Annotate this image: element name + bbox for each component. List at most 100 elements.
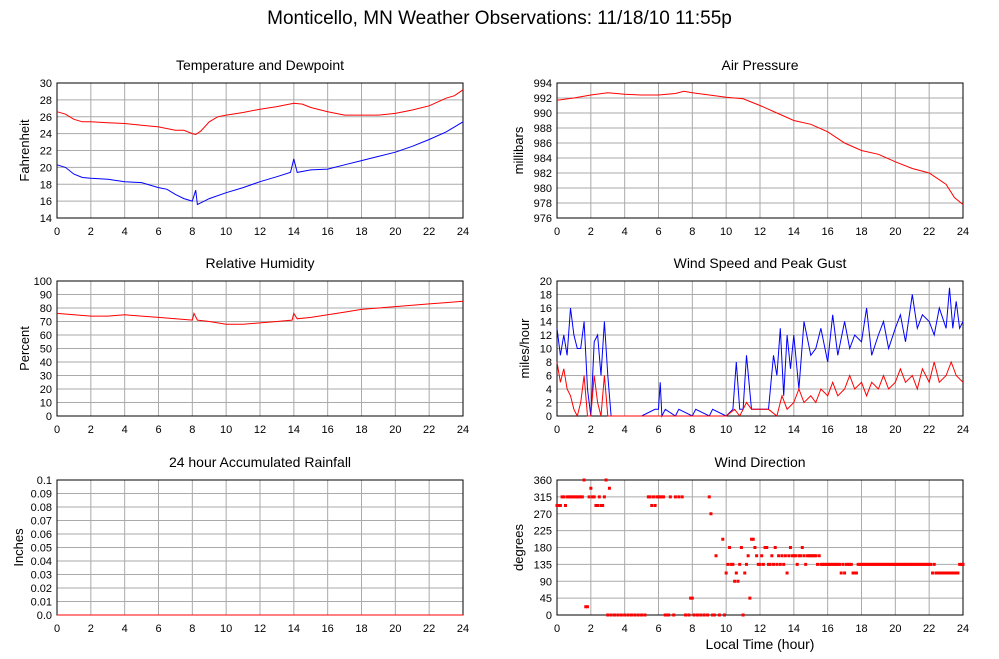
direction-point xyxy=(946,571,950,575)
direction-point xyxy=(636,613,640,617)
wind-ytick-label: 20 xyxy=(540,276,552,288)
direction-point xyxy=(687,613,691,617)
direction-point xyxy=(709,512,713,516)
rain-xtick-label: 16 xyxy=(322,623,334,635)
direction-point xyxy=(660,495,664,499)
direction-point xyxy=(606,613,610,617)
direction-point xyxy=(565,495,569,499)
direction-point xyxy=(910,562,914,566)
direction-point xyxy=(936,571,940,575)
direction-point xyxy=(572,495,576,499)
humidity-ytick-label: 0 xyxy=(46,411,52,423)
wind-xtick-label: 6 xyxy=(655,424,661,436)
direction-point xyxy=(927,562,931,566)
direction-point xyxy=(956,571,960,575)
direction-ytick-label: 135 xyxy=(534,559,552,571)
pressure-ytick-label: 978 xyxy=(534,198,552,210)
direction-point xyxy=(667,613,671,617)
wind-xtick-label: 22 xyxy=(923,424,935,436)
temp-xtick-label: 14 xyxy=(288,226,300,238)
rain-xtick-label: 22 xyxy=(423,623,435,635)
direction-point xyxy=(909,562,913,566)
direction-point xyxy=(733,579,737,583)
pressure-title: Air Pressure xyxy=(721,57,798,73)
direction-point xyxy=(596,504,600,507)
direction-point xyxy=(592,495,596,499)
temp-ytick-label: 26 xyxy=(40,112,52,124)
direction-point xyxy=(758,562,762,566)
direction-point xyxy=(782,562,786,566)
direction-point xyxy=(633,613,637,617)
direction-point xyxy=(648,495,652,499)
direction-point xyxy=(807,554,811,558)
wind-ytick-label: 0 xyxy=(546,411,552,423)
direction-point xyxy=(885,562,889,566)
direction-xtick-label: 2 xyxy=(588,623,594,635)
humidity-xtick-label: 18 xyxy=(355,424,367,436)
rain-title: 24 hour Accumulated Rainfall xyxy=(169,454,351,470)
direction-point xyxy=(657,495,660,499)
direction-point xyxy=(777,554,781,558)
humidity-ylabel: Percent xyxy=(17,326,32,371)
temp-ytick-label: 14 xyxy=(40,213,52,225)
direction-point xyxy=(902,562,906,566)
direction-point xyxy=(875,562,879,566)
direction-point xyxy=(903,562,907,566)
direction-point xyxy=(912,562,916,566)
direction-point xyxy=(734,571,738,575)
rain-xtick-label: 10 xyxy=(220,623,232,635)
direction-point xyxy=(866,562,870,566)
direction-point xyxy=(706,613,710,617)
pressure-xtick-label: 24 xyxy=(957,226,969,238)
direction-point xyxy=(567,495,571,499)
rain-ytick-label: 0.03 xyxy=(31,570,52,582)
direction-point xyxy=(585,605,589,609)
direction-point xyxy=(854,571,858,575)
direction-point xyxy=(579,495,583,499)
direction-point xyxy=(658,495,662,499)
rain-ytick-label: 0.1 xyxy=(37,475,52,487)
wind-xtick-label: 12 xyxy=(754,424,766,436)
temp-xtick-label: 24 xyxy=(457,226,469,238)
direction-point xyxy=(729,562,733,566)
direction-point xyxy=(942,571,946,575)
pressure-xtick-label: 20 xyxy=(889,226,901,238)
direction-point xyxy=(555,504,559,507)
direction-point xyxy=(613,613,617,617)
direction-point xyxy=(726,562,730,566)
direction-ytick-label: 0 xyxy=(546,610,552,622)
direction-point xyxy=(949,571,953,575)
direction-point xyxy=(739,546,743,549)
direction-point xyxy=(768,562,772,566)
wind-series-line-1 xyxy=(556,360,964,418)
direction-point xyxy=(663,613,667,617)
wind-ytick-label: 14 xyxy=(540,317,552,329)
direction-point xyxy=(929,562,933,566)
pressure-xtick-label: 4 xyxy=(622,226,628,238)
direction-point xyxy=(915,562,919,566)
direction-point xyxy=(574,495,578,499)
rain-ytick-label: 0.0 xyxy=(37,610,52,622)
pressure-ytick-label: 994 xyxy=(534,78,552,90)
wind-xtick-label: 0 xyxy=(554,424,560,436)
direction-point xyxy=(728,546,732,549)
direction-point xyxy=(826,562,830,566)
wind-xtick-label: 4 xyxy=(622,424,628,436)
direction-point xyxy=(814,554,818,558)
wind-ytick-label: 8 xyxy=(546,357,552,369)
direction-point xyxy=(643,613,647,617)
direction-point xyxy=(773,546,777,549)
direction-point xyxy=(892,562,896,566)
direction-point xyxy=(584,605,588,609)
direction-plot-frame xyxy=(556,479,964,616)
direction-ytick-label: 45 xyxy=(540,593,552,605)
direction-point xyxy=(640,613,644,617)
direction-point xyxy=(731,562,735,566)
direction-point xyxy=(743,571,747,575)
temp-xtick-label: 20 xyxy=(389,226,401,238)
direction-point xyxy=(760,554,764,558)
wind-ytick-label: 2 xyxy=(546,398,552,410)
direction-point xyxy=(794,554,798,558)
humidity-xtick-label: 10 xyxy=(220,424,232,436)
direction-point xyxy=(827,562,831,566)
